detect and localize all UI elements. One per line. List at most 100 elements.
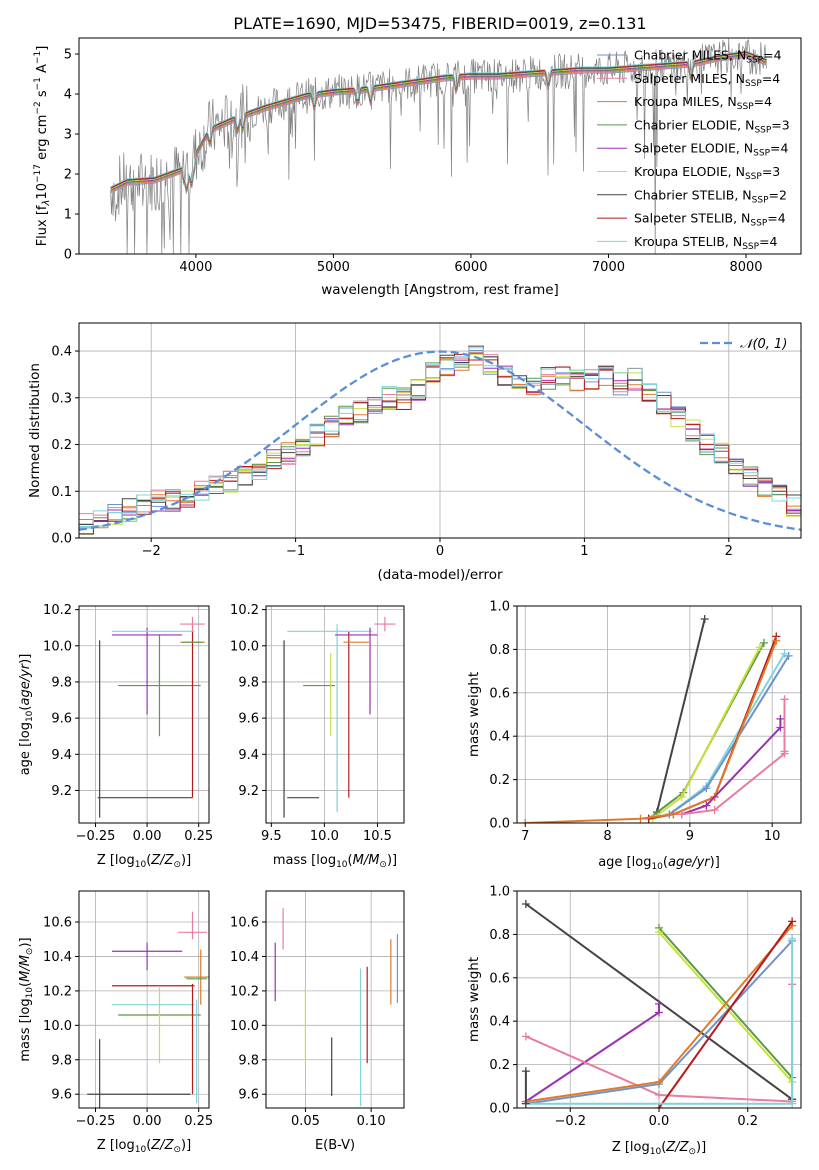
x-tick-label: 0 <box>436 544 444 559</box>
legend-entry: Salpeter MILES, NSSP=4 <box>634 71 780 89</box>
y-tick-label: 10.6 <box>43 916 72 931</box>
x-tick-label: 0.25 <box>184 829 213 844</box>
axes-frame <box>265 890 405 1109</box>
y-tick-label: 0.4 <box>489 1015 510 1030</box>
y-tick-label: 0.4 <box>51 345 72 360</box>
x-tick-label: 7 <box>521 829 529 844</box>
x-tick-label: −0.2 <box>554 1114 586 1129</box>
figure-title: PLATE=1690, MJD=53475, FIBERID=0019, z=0… <box>233 14 646 33</box>
x-axis-label: (data-model)/error <box>377 567 503 583</box>
data-point-marker <box>655 1077 663 1086</box>
data-point-marker <box>636 814 645 823</box>
mass-vs-Z-panel: −0.25 0.00 0.25 9.6 9.8 10.0 10.2 10.4 10.6 Z [lo… <box>18 890 213 1155</box>
x-tick-label: 10.0 <box>310 829 339 844</box>
x-tick-label: −0.25 <box>76 1114 116 1129</box>
x-tick-label: 0.00 <box>133 1114 162 1129</box>
y-tick-label: 0.0 <box>51 532 72 547</box>
x-tick-label: −1 <box>286 544 305 559</box>
data-point-marker <box>655 999 663 1008</box>
series-line <box>658 920 793 1108</box>
series-line <box>681 718 782 816</box>
y-tick-label: 0.0 <box>489 1102 510 1117</box>
y-tick-label: 5 <box>64 48 72 63</box>
histogram-kroupa-stelib <box>79 347 801 527</box>
axes-frame <box>78 890 210 1109</box>
legend-entry: Chabrier ELODIE, NSSP=3 <box>634 117 790 135</box>
x-tick-label: −2 <box>142 544 161 559</box>
legend-entry: 𝒩(0, 1) <box>740 337 787 352</box>
y-tick-label: 9.2 <box>51 784 72 799</box>
model-line-chabrier-stelib <box>110 51 767 190</box>
y-axis-label: age [log10(age/yr)] <box>18 654 35 776</box>
legend-entry: Chabrier MILES, NSSP=4 <box>634 48 782 66</box>
data-point-marker <box>669 810 678 819</box>
y-tick-label: 1.0 <box>489 600 510 615</box>
mass-weight-vs-Z-panel: −0.2 0.0 0.2 0.0 0.2 0.4 0.6 0.8 1.0 Z [log10(Z/Z… <box>466 885 802 1157</box>
y-tick-label: 1.0 <box>489 885 510 900</box>
series-line <box>658 931 793 1083</box>
data-point-marker <box>780 695 789 704</box>
model-line-salpeter-miles <box>110 55 767 194</box>
age-vs-mass-plot-area <box>266 606 404 823</box>
data-point-marker <box>655 1090 663 1099</box>
y-tick-label: 10.4 <box>43 950 72 965</box>
gaussian-curve <box>79 350 801 531</box>
data-point-marker <box>755 643 764 652</box>
mass-weight-vs-age-panel: 7 8 9 10 0.0 0.2 0.4 0.6 0.8 1.0 age [log10(age/yr… <box>466 600 802 872</box>
y-tick-label: 0.0 <box>489 817 510 832</box>
mass-weight-vs-age-plot-area <box>517 606 801 823</box>
y-tick-label: 10.2 <box>43 603 72 618</box>
legend-entry: Kroupa ELODIE, NSSP=3 <box>634 164 780 182</box>
residuals-panel: −2 −1 0 1 2 0.0 0.1 0.2 0.3 0.4 (data-model)/error… <box>27 322 802 583</box>
data-point-marker <box>710 805 719 814</box>
model-line-chabrier-miles <box>110 56 767 195</box>
y-tick-label: 9.4 <box>51 748 72 763</box>
x-axis-label: wavelength [Angstrom, rest frame] <box>321 282 559 298</box>
legend-entry: Chabrier STELIB, NSSP=2 <box>634 187 787 205</box>
mass-vs-EBV-plot-area <box>266 891 404 1108</box>
y-axis-label: mass weight <box>466 957 482 1042</box>
y-tick-label: 9.4 <box>238 748 259 763</box>
y-tick-label: 9.8 <box>238 1053 259 1068</box>
x-axis-label: Z [log10(Z/Z⊙)] <box>612 1140 706 1157</box>
x-axis-label: Z [log10(Z/Z⊙)] <box>97 853 191 870</box>
legend-entry: Kroupa STELIB, NSSP=4 <box>634 234 778 252</box>
x-tick-label: 0.25 <box>184 1114 213 1129</box>
y-tick-label: 0 <box>64 248 72 263</box>
data-point-marker <box>780 747 789 756</box>
spectrum-panel: 4000 5000 6000 7000 8000 0 1 2 3 4 5 wavelength [An… <box>33 37 802 298</box>
y-tick-label: 10.0 <box>43 639 72 654</box>
y-tick-label: 0.2 <box>51 438 72 453</box>
y-tick-label: 0.2 <box>489 1058 510 1073</box>
y-tick-label: 2 <box>64 168 72 183</box>
y-axis-label: mass [log10(M/M⊙)] <box>18 937 35 1061</box>
y-tick-label: 9.6 <box>238 1088 259 1103</box>
y-tick-label: 0.6 <box>489 686 510 701</box>
y-tick-label: 10.0 <box>230 1019 259 1034</box>
x-tick-label: 1 <box>580 544 588 559</box>
data-point-marker <box>655 1008 663 1017</box>
model-line-kroupa-stelib <box>110 50 767 189</box>
data-point-marker <box>788 917 797 926</box>
x-tick-label: 10 <box>764 829 781 844</box>
x-tick-label: 4000 <box>179 260 212 275</box>
data-point-marker <box>521 900 530 909</box>
y-tick-label: 9.8 <box>51 1053 72 1068</box>
x-tick-label: 8000 <box>729 260 762 275</box>
axes-frame <box>78 37 802 255</box>
data-point-marker <box>759 638 768 647</box>
y-tick-label: 9.6 <box>51 712 72 727</box>
x-tick-label: 6000 <box>454 260 487 275</box>
x-tick-label: 7000 <box>592 260 625 275</box>
x-axis-label: E(B-V) <box>315 1138 355 1153</box>
x-tick-label: 0.2 <box>737 1114 758 1129</box>
axes-frame <box>78 605 210 824</box>
data-point-marker <box>776 714 785 723</box>
data-point-marker <box>702 784 711 793</box>
legend-entry: Salpeter STELIB, NSSP=4 <box>634 211 786 229</box>
y-tick-label: 9.2 <box>238 784 259 799</box>
data-point-marker <box>788 934 797 943</box>
data-point-marker <box>655 928 663 937</box>
data-point-marker <box>776 723 785 732</box>
